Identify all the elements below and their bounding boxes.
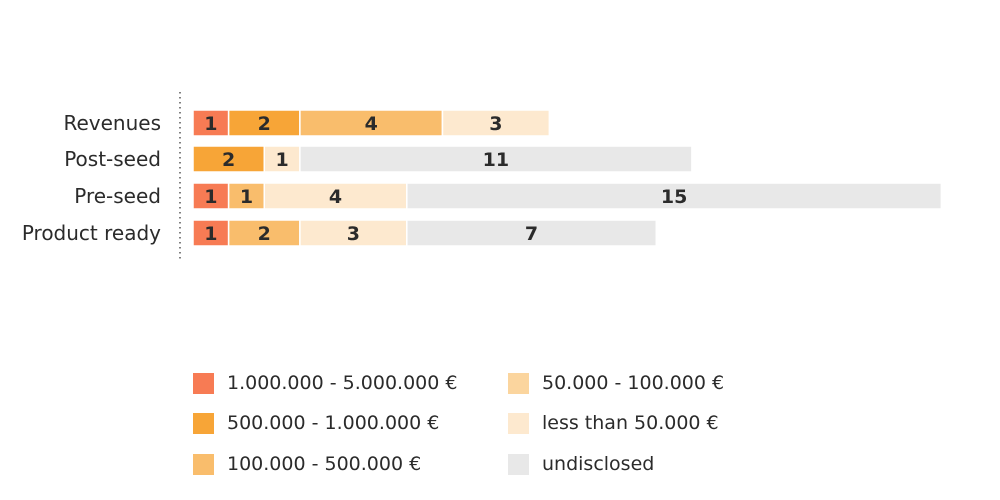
bar-product-ready-series-5 — [406, 219, 658, 247]
value-label-pre-seed-series-5: 15 — [661, 186, 687, 208]
legend-swatch-0 — [193, 372, 214, 394]
legend-label-2: 100.000 - 500.000 € — [227, 453, 422, 475]
legend-item-0: 1.000.000 - 5.000.000 € — [193, 370, 457, 396]
legend-item-4: less than 50.000 € — [508, 410, 719, 436]
legend-label-0: 1.000.000 - 5.000.000 € — [227, 372, 458, 394]
value-label-pre-seed-series-0: 1 — [204, 186, 217, 208]
value-label-revenues-series-1: 2 — [258, 113, 271, 135]
legend-item-5: undisclosed — [508, 451, 654, 477]
bar-product-ready-series-4 — [299, 219, 408, 247]
category-label-revenues: Revenues — [63, 111, 161, 135]
legend-swatch-4 — [508, 412, 529, 434]
legend-swatch-3 — [508, 372, 529, 394]
bar-pre-seed-series-5 — [406, 182, 943, 210]
bars — [192, 109, 943, 247]
legend-label-5: undisclosed — [542, 453, 655, 475]
legend-swatch-5 — [508, 453, 529, 475]
value-label-product-ready-series-0: 1 — [204, 223, 217, 245]
legend-swatch-2 — [193, 453, 214, 475]
bar-revenues-series-0 — [192, 109, 230, 137]
value-label-revenues-series-0: 1 — [204, 113, 217, 135]
value-label-post-seed-series-1: 2 — [222, 149, 235, 171]
legend-label-3: 50.000 - 100.000 € — [542, 372, 725, 394]
value-label-product-ready-series-2: 2 — [258, 223, 271, 245]
bar-product-ready-series-0 — [192, 219, 230, 247]
value-label-post-seed-series-4: 1 — [275, 149, 288, 171]
category-label-pre-seed: Pre-seed — [74, 184, 161, 208]
legend-label-1: 500.000 - 1.000.000 € — [227, 412, 440, 434]
value-label-pre-seed-series-2: 1 — [240, 186, 253, 208]
bar-post-seed-series-5 — [299, 145, 693, 173]
value-label-revenues-series-2: 4 — [365, 113, 378, 135]
bar-revenues-series-4 — [441, 109, 551, 137]
bar-pre-seed-series-0 — [192, 182, 230, 210]
legend: 1.000.000 - 5.000.000 € 500.000 - 1.000.0… — [193, 370, 813, 490]
bar-post-seed-series-1 — [192, 145, 266, 173]
legend-label-4: less than 50.000 € — [542, 412, 719, 434]
category-label-product-ready: Product ready — [22, 221, 161, 245]
value-label-pre-seed-series-4: 4 — [329, 186, 342, 208]
value-labels: 1 2 4 32 1 111 1 4 151 2 3 7 — [204, 113, 687, 245]
value-label-revenues-series-4: 3 — [489, 113, 502, 135]
legend-item-1: 500.000 - 1.000.000 € — [193, 410, 439, 436]
legend-item-2: 100.000 - 500.000 € — [193, 451, 421, 477]
bar-product-ready-series-2 — [227, 219, 301, 247]
category-label-post-seed: Post-seed — [64, 147, 161, 171]
value-label-product-ready-series-5: 7 — [525, 223, 538, 245]
category-labels: Revenues Post-seed Pre-seed Product ready — [22, 111, 161, 245]
legend-item-3: 50.000 - 100.000 € — [508, 370, 724, 396]
value-label-product-ready-series-4: 3 — [347, 223, 360, 245]
value-label-post-seed-series-5: 11 — [483, 149, 509, 171]
legend-swatch-1 — [193, 412, 214, 434]
bar-pre-seed-series-4 — [263, 182, 408, 210]
bar-post-seed-series-4 — [263, 145, 301, 173]
